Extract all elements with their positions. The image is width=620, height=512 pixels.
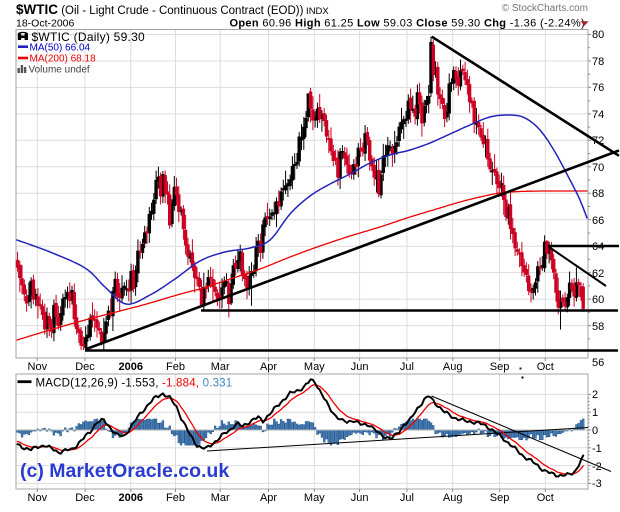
- svg-text:Feb: Feb: [166, 492, 185, 504]
- svg-text:60: 60: [592, 294, 604, 306]
- svg-text:Oct: Oct: [537, 492, 554, 504]
- svg-text:2: 2: [592, 389, 598, 401]
- svg-text:Jun: Jun: [351, 492, 369, 504]
- svg-text:78: 78: [592, 56, 604, 68]
- svg-text:66: 66: [592, 215, 604, 227]
- svg-text:Nov: Nov: [28, 492, 48, 504]
- svg-text:Aug: Aug: [443, 361, 463, 373]
- svg-text:Apr: Apr: [260, 361, 277, 373]
- svg-text:Open 60.96 High 61.25 Low 59: Open 60.96 High 61.25 Low 59.03 Close 59…: [229, 18, 585, 30]
- svg-text:Dec: Dec: [75, 361, 95, 373]
- svg-text:Dec: Dec: [75, 492, 95, 504]
- svg-text:(c) MarketOracle.co.uk: (c) MarketOracle.co.uk: [20, 460, 229, 482]
- svg-text:0: 0: [592, 425, 598, 437]
- svg-text:18-Oct-2006: 18-Oct-2006: [16, 18, 75, 30]
- svg-text:76: 76: [592, 82, 604, 94]
- svg-text:Mar: Mar: [211, 361, 230, 373]
- svg-text:2006: 2006: [119, 492, 143, 504]
- svg-text:May: May: [304, 361, 325, 373]
- svg-text:-2: -2: [592, 461, 602, 473]
- svg-text:Sep: Sep: [490, 361, 510, 373]
- svg-text:Aug: Aug: [443, 492, 463, 504]
- svg-text:Oct: Oct: [537, 361, 554, 373]
- svg-text:$WTIC (Oil - Light Crude - Con: $WTIC (Oil - Light Crude - Continuous Co…: [16, 2, 329, 17]
- svg-text:Jul: Jul: [400, 361, 414, 373]
- svg-text:62: 62: [592, 268, 604, 280]
- svg-text:Sep: Sep: [490, 492, 510, 504]
- svg-text:56: 56: [592, 357, 604, 369]
- svg-text:58: 58: [592, 321, 604, 333]
- svg-text:MACD(12,26,9) -1.553, -1.884,: MACD(12,26,9) -1.553, -1.884, 0.331: [36, 378, 233, 390]
- svg-text:© StockCharts.com: © StockCharts.com: [502, 3, 588, 14]
- svg-text:-3: -3: [592, 478, 602, 490]
- svg-text:80: 80: [592, 29, 604, 41]
- svg-text:May: May: [304, 492, 325, 504]
- svg-text:1: 1: [592, 407, 598, 419]
- svg-text:-1: -1: [592, 443, 602, 455]
- svg-text:Jun: Jun: [351, 361, 369, 373]
- svg-text:2006: 2006: [119, 361, 143, 373]
- svg-text:Jul: Jul: [400, 492, 414, 504]
- svg-text:Apr: Apr: [260, 492, 277, 504]
- svg-text:74: 74: [592, 109, 604, 121]
- svg-text:68: 68: [592, 188, 604, 200]
- svg-text:Nov: Nov: [28, 361, 48, 373]
- svg-text:MA(200) 68.18: MA(200) 68.18: [30, 54, 97, 65]
- svg-text:Volume undef: Volume undef: [29, 65, 90, 76]
- svg-text:$WTIC (Daily) 59.30: $WTIC (Daily) 59.30: [32, 30, 146, 44]
- svg-text:70: 70: [592, 162, 604, 174]
- svg-text:Feb: Feb: [166, 361, 185, 373]
- svg-text:MA(50) 66.04: MA(50) 66.04: [30, 43, 91, 54]
- svg-text:Mar: Mar: [211, 492, 230, 504]
